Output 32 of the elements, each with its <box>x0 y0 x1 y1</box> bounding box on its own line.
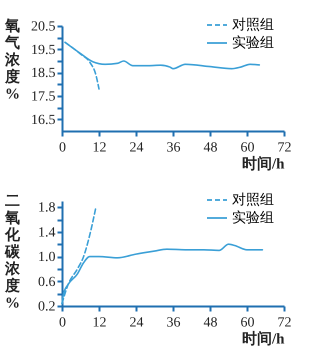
x-tick-label: 12 <box>92 316 106 330</box>
y-tick-label: 1.4 <box>38 225 56 240</box>
x-axis-title: 时间/h <box>242 330 286 348</box>
x-tick-label: 72 <box>278 316 292 330</box>
y-axis-title: 二氧化碳浓度% <box>4 194 21 312</box>
y-tick-label: 17.5 <box>31 90 56 104</box>
y-tick-label: 18.5 <box>31 66 56 82</box>
x-tick-label: 60 <box>240 140 254 156</box>
y-tick-label: 19.5 <box>31 42 56 58</box>
legend-label: 实验组 <box>232 210 274 226</box>
x-tick-label: 24 <box>130 140 144 156</box>
y-tick-label: 20.5 <box>31 20 56 34</box>
x-tick-label: 60 <box>240 316 254 330</box>
y-tick-label: 1.0 <box>38 250 56 266</box>
x-tick-label: 0 <box>59 140 66 156</box>
y-tick-label: 16.5 <box>31 112 56 128</box>
x-axis-title: 时间/h <box>242 156 286 172</box>
legend-label: 实验组 <box>232 35 274 51</box>
legend-label: 对照组 <box>232 192 274 208</box>
x-tick-label: 72 <box>278 140 292 156</box>
legend-label: 对照组 <box>232 17 274 33</box>
x-tick-label: 12 <box>92 140 106 156</box>
x-tick-label: 48 <box>204 140 218 156</box>
x-tick-label: 36 <box>166 316 180 330</box>
x-tick-label: 0 <box>59 316 66 330</box>
y-tick-label: 1.8 <box>38 200 56 216</box>
x-tick-label: 48 <box>204 316 218 330</box>
y-axis-title: 氧气浓度% <box>4 18 21 102</box>
x-tick-label: 36 <box>166 140 180 156</box>
x-tick-label: 24 <box>130 316 144 330</box>
y-tick-label: 0.2 <box>38 300 56 314</box>
y-tick-label: 0.6 <box>38 274 56 290</box>
